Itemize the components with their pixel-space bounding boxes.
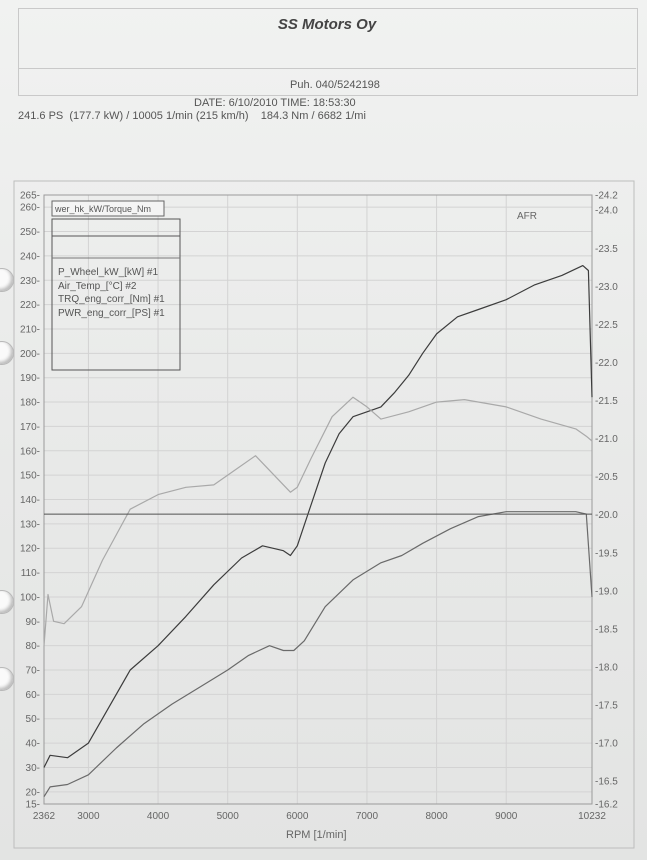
x-tick-label: 3000	[77, 811, 100, 822]
y-tick-label: 100-	[20, 592, 40, 603]
legend: wer_hk_kW/Torque_Nm P_Wheel_kW_[kW] #1 A…	[51, 200, 181, 371]
legend-entry-air-temp: Air_Temp_[°C] #2	[58, 281, 137, 292]
series-group	[43, 265, 593, 798]
y2-tick-label: -19.0	[595, 586, 618, 597]
y-tick-label: 160-	[20, 446, 40, 457]
x-tick-label: 9000	[495, 811, 518, 822]
plot-frame	[13, 180, 635, 849]
y2-tick-label: -24.2	[595, 191, 618, 202]
y-tick-label: 220-	[20, 300, 40, 311]
x-axis-label: RPM [1/min]	[286, 829, 347, 841]
y2-tick-label: -20.0	[595, 510, 618, 521]
legend-box	[51, 218, 181, 371]
series-line	[43, 396, 593, 646]
y2-tick-label: -22.5	[595, 320, 618, 331]
y-tick-label: 50-	[26, 714, 40, 725]
y-tick-label: 170-	[20, 422, 40, 433]
x-tick-label: 7000	[356, 811, 379, 822]
y-tick-label: 110-	[21, 568, 40, 579]
y2-tick-label: -18.5	[595, 624, 618, 635]
y2-tick-label: -23.5	[595, 244, 618, 255]
y-axis-ticks: 15- 20- 30- 40- 50- 60- 70- 80- 90- 100- 110- 120- 1…	[20, 191, 40, 811]
series-line	[43, 511, 593, 798]
y2-tick-label: -22.0	[595, 358, 618, 369]
y-tick-label: 15-	[26, 800, 40, 811]
y-tick-label: 265-	[20, 191, 40, 202]
y-tick-label: 140-	[20, 495, 40, 506]
y-tick-label: 260-	[20, 203, 40, 214]
y2-tick-label: -20.5	[595, 472, 618, 483]
y-tick-label: 130-	[20, 519, 40, 530]
y-tick-label: 180-	[20, 398, 40, 409]
y-tick-label: 250-	[20, 227, 40, 238]
y-tick-label: 200-	[20, 349, 40, 360]
x-tick-label: 2362	[33, 811, 56, 822]
y2-tick-label: -21.5	[595, 396, 618, 407]
y-tick-label: 150-	[20, 471, 40, 482]
legend-entry-torque: TRQ_eng_corr_[Nm] #1	[58, 294, 165, 305]
y-tick-label: 60-	[26, 690, 40, 701]
legend-entry-wheel-kw: P_Wheel_kW_[kW] #1	[58, 267, 158, 278]
x-tick-label: 6000	[286, 811, 309, 822]
result-summary: 241.6 PS (177.7 kW) / 10005 1/min (215 k…	[18, 110, 366, 122]
date-time: DATE: 6/10/2010 TIME: 18:53:30	[194, 97, 356, 109]
y-tick-label: 40-	[26, 739, 40, 750]
x-axis-ticks: 2362 3000 4000 5000 6000 7000 8000 9000 10232	[33, 811, 606, 822]
grid-lines	[44, 195, 592, 804]
y-tick-label: 240-	[20, 251, 40, 262]
y-tick-label: 210-	[20, 324, 40, 335]
x-tick-label: 8000	[425, 811, 448, 822]
header-divider	[18, 68, 636, 69]
y2-axis-ticks: -16.2 -16.5 -17.0 -17.5 -18.0 -18.5 -19.0 -19.5…	[595, 191, 618, 811]
y-tick-label: 90-	[26, 617, 40, 628]
y-tick-label: 120-	[20, 544, 40, 555]
y-tick-label: 30-	[26, 763, 40, 774]
legend-entry-power: PWR_eng_corr_[PS] #1	[58, 308, 165, 319]
x-tick-label: 10232	[578, 811, 606, 822]
y2-tick-label: -21.0	[595, 434, 618, 445]
y-tick-label: 80-	[26, 641, 40, 652]
y2-tick-label: -24.0	[595, 206, 618, 217]
y2-tick-label: -17.5	[595, 701, 618, 712]
series-line	[43, 265, 593, 768]
phone-number: Puh. 040/5242198	[290, 79, 380, 91]
y2-tick-label: -18.0	[595, 662, 618, 673]
y-tick-label: 230-	[20, 276, 40, 287]
y2-tick-label: -16.2	[595, 800, 618, 811]
x-tick-label: 5000	[217, 811, 240, 822]
plot-area-border	[43, 194, 593, 805]
y-tick-label: 70-	[26, 666, 40, 677]
y2-tick-label: -23.0	[595, 282, 618, 293]
header-box	[18, 8, 638, 96]
y2-axis-label: AFR	[517, 211, 537, 222]
x-tick-label: 4000	[147, 811, 170, 822]
y-tick-label: 190-	[20, 373, 40, 384]
y2-tick-label: -17.0	[595, 739, 618, 750]
legend-title: wer_hk_kW/Torque_Nm	[54, 204, 151, 214]
y2-tick-label: -19.5	[595, 548, 618, 559]
company-name: SS Motors Oy	[277, 16, 377, 33]
y-tick-label: 20-	[26, 787, 40, 798]
y2-tick-label: -16.5	[595, 777, 618, 788]
legend-title-box	[51, 200, 165, 217]
